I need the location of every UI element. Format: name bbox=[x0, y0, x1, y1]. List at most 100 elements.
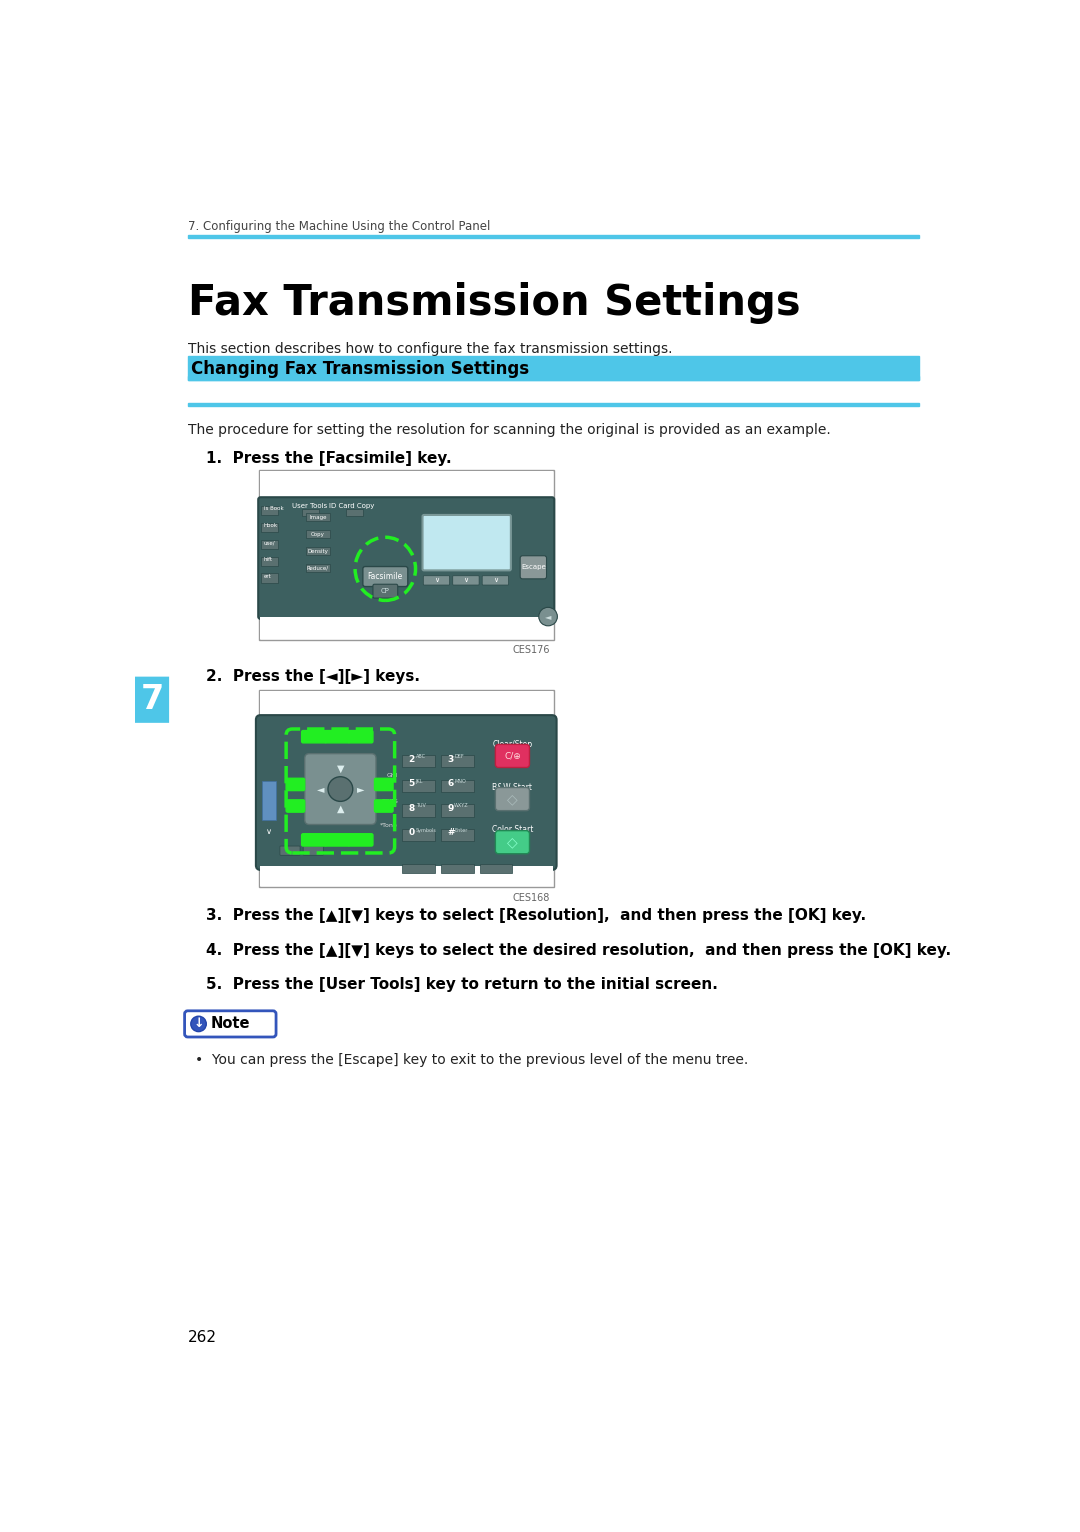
Bar bbox=[261, 539, 279, 548]
Text: 2: 2 bbox=[408, 755, 415, 763]
Text: 5.  Press the [User Tools] key to return to the initial screen.: 5. Press the [User Tools] key to return … bbox=[206, 977, 718, 993]
Bar bbox=[261, 556, 279, 565]
Text: CES176: CES176 bbox=[512, 645, 550, 656]
Bar bbox=[306, 530, 330, 538]
FancyBboxPatch shape bbox=[422, 515, 511, 570]
Text: •  You can press the [Escape] key to exit to the previous level of the menu tree: • You can press the [Escape] key to exit… bbox=[195, 1052, 748, 1068]
Text: ID Card Copy: ID Card Copy bbox=[329, 502, 375, 509]
Text: ►: ► bbox=[356, 784, 364, 794]
Text: Escape: Escape bbox=[521, 564, 545, 570]
Text: Symbols: Symbols bbox=[416, 829, 436, 833]
Text: ▼: ▼ bbox=[337, 764, 345, 774]
Text: 6: 6 bbox=[447, 780, 454, 787]
Text: 8: 8 bbox=[408, 804, 415, 813]
Text: ◄: ◄ bbox=[544, 613, 551, 620]
Bar bbox=[261, 573, 279, 582]
Text: Fax Transmission Settings: Fax Transmission Settings bbox=[188, 282, 800, 325]
Bar bbox=[188, 403, 919, 406]
FancyBboxPatch shape bbox=[348, 731, 373, 743]
FancyBboxPatch shape bbox=[423, 576, 449, 585]
FancyBboxPatch shape bbox=[482, 576, 509, 585]
Text: 1.  Press the [Facsimile] key.: 1. Press the [Facsimile] key. bbox=[206, 452, 451, 466]
Text: TUV: TUV bbox=[416, 803, 426, 809]
Bar bbox=[259, 691, 554, 887]
FancyBboxPatch shape bbox=[305, 754, 376, 824]
FancyBboxPatch shape bbox=[185, 1011, 276, 1037]
FancyBboxPatch shape bbox=[325, 731, 350, 743]
Text: ∨: ∨ bbox=[492, 578, 498, 584]
Text: This section describes how to configure the fax transmission settings.: This section describes how to configure … bbox=[188, 342, 672, 357]
FancyBboxPatch shape bbox=[286, 778, 305, 791]
Text: 7. Configuring the Machine Using the Control Panel: 7. Configuring the Machine Using the Con… bbox=[188, 219, 490, 233]
Circle shape bbox=[191, 1016, 206, 1031]
Bar bbox=[346, 509, 363, 516]
Text: is Book: is Book bbox=[264, 506, 283, 512]
Bar bbox=[261, 506, 279, 515]
Text: GHI: GHI bbox=[387, 774, 397, 778]
Text: ◄: ◄ bbox=[316, 784, 324, 794]
Text: 4.  Press the [▲][▼] keys to select the desired resolution,  and then press the : 4. Press the [▲][▼] keys to select the d… bbox=[206, 944, 951, 958]
Bar bbox=[262, 781, 276, 820]
Text: 3.  Press the [▲][▼] keys to select [Resolution],  and then press the [OK] key.: 3. Press the [▲][▼] keys to select [Reso… bbox=[206, 908, 866, 922]
Text: CP: CP bbox=[381, 588, 390, 594]
FancyBboxPatch shape bbox=[496, 745, 529, 768]
FancyBboxPatch shape bbox=[301, 731, 326, 743]
Circle shape bbox=[539, 607, 557, 625]
Text: 7: 7 bbox=[140, 683, 164, 717]
Bar bbox=[441, 829, 474, 841]
Text: ∨: ∨ bbox=[434, 578, 440, 584]
Text: #: # bbox=[447, 829, 455, 838]
Bar bbox=[260, 691, 553, 720]
Text: ◇: ◇ bbox=[508, 835, 517, 849]
Text: Note: Note bbox=[211, 1016, 251, 1031]
FancyBboxPatch shape bbox=[363, 567, 408, 587]
FancyBboxPatch shape bbox=[325, 833, 350, 846]
Bar bbox=[403, 864, 435, 873]
Text: Changing Fax Transmission Settings: Changing Fax Transmission Settings bbox=[191, 360, 529, 378]
Text: 9: 9 bbox=[447, 804, 454, 813]
Bar bbox=[306, 564, 330, 571]
FancyBboxPatch shape bbox=[521, 556, 546, 579]
FancyBboxPatch shape bbox=[303, 846, 323, 855]
FancyBboxPatch shape bbox=[280, 846, 300, 855]
FancyBboxPatch shape bbox=[258, 498, 554, 619]
Bar bbox=[403, 755, 435, 768]
Text: ◇: ◇ bbox=[508, 792, 517, 806]
Text: 5: 5 bbox=[408, 780, 415, 787]
Text: ▲: ▲ bbox=[337, 804, 345, 813]
FancyBboxPatch shape bbox=[453, 576, 480, 585]
Text: C/⊕: C/⊕ bbox=[504, 752, 521, 760]
Bar bbox=[403, 804, 435, 817]
Text: ∨: ∨ bbox=[266, 827, 272, 836]
Text: Clear/Stop: Clear/Stop bbox=[492, 740, 532, 749]
Text: ert: ert bbox=[264, 574, 271, 579]
Text: Enter: Enter bbox=[455, 829, 468, 833]
Bar bbox=[306, 547, 330, 555]
Bar bbox=[301, 509, 319, 516]
FancyBboxPatch shape bbox=[286, 800, 305, 812]
Bar bbox=[261, 522, 279, 532]
Text: PQRS: PQRS bbox=[381, 798, 397, 803]
Bar bbox=[188, 355, 919, 380]
Text: 0: 0 bbox=[408, 829, 415, 838]
Bar bbox=[260, 866, 553, 885]
Bar bbox=[260, 617, 553, 639]
Bar bbox=[188, 236, 919, 237]
FancyBboxPatch shape bbox=[375, 800, 393, 812]
Bar bbox=[441, 780, 474, 792]
Text: Density: Density bbox=[308, 548, 328, 553]
Text: Color Start: Color Start bbox=[491, 824, 534, 833]
Text: Copy: Copy bbox=[311, 532, 325, 536]
Text: MNO: MNO bbox=[455, 778, 467, 784]
Bar bbox=[403, 829, 435, 841]
Text: Reduce/: Reduce/ bbox=[307, 565, 329, 570]
Text: *Tone: *Tone bbox=[380, 823, 397, 827]
Text: 262: 262 bbox=[188, 1330, 217, 1345]
FancyBboxPatch shape bbox=[373, 584, 397, 597]
Text: 3: 3 bbox=[447, 755, 454, 763]
Text: JKL: JKL bbox=[416, 778, 423, 784]
Text: Facsimile: Facsimile bbox=[367, 571, 403, 581]
Bar bbox=[441, 755, 474, 768]
FancyBboxPatch shape bbox=[301, 833, 326, 846]
Text: Hook: Hook bbox=[264, 524, 278, 529]
